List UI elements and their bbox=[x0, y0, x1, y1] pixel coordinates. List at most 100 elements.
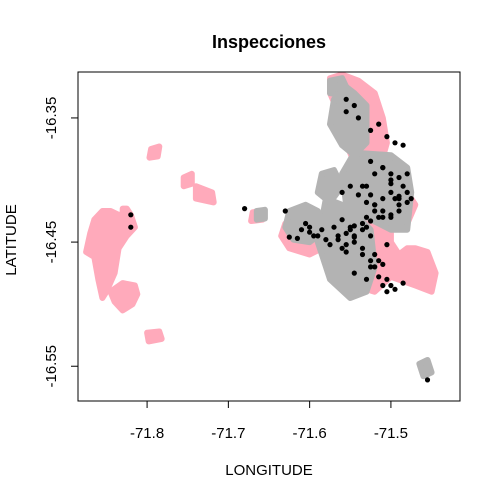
data-point bbox=[343, 249, 349, 255]
data-point bbox=[319, 227, 325, 233]
x-axis-label: LONGITUDE bbox=[225, 462, 313, 479]
data-point bbox=[343, 96, 349, 102]
data-point bbox=[363, 224, 370, 230]
data-point bbox=[380, 165, 386, 171]
data-point bbox=[384, 134, 390, 140]
x-tick-label: -71.6 bbox=[293, 425, 327, 442]
data-point bbox=[303, 220, 309, 227]
region-s1-7 bbox=[416, 357, 435, 380]
data-point bbox=[128, 212, 134, 218]
region-s1-1 bbox=[339, 149, 415, 233]
data-point bbox=[376, 258, 382, 264]
region-s0-5 bbox=[192, 183, 217, 206]
data-point bbox=[368, 127, 374, 133]
y-axis-label: LATITUDE bbox=[3, 204, 20, 275]
data-point bbox=[396, 202, 402, 208]
x-tick-label: -71.5 bbox=[374, 425, 408, 442]
data-point bbox=[282, 208, 288, 214]
plot-border bbox=[77, 71, 461, 402]
data-point bbox=[355, 115, 361, 121]
region-s1-0 bbox=[327, 83, 370, 159]
data-point bbox=[339, 189, 345, 195]
data-point bbox=[368, 233, 374, 239]
data-point bbox=[368, 264, 374, 270]
data-point bbox=[351, 102, 357, 109]
data-point bbox=[343, 230, 349, 236]
data-point bbox=[298, 227, 305, 233]
data-point bbox=[376, 121, 382, 127]
data-point bbox=[368, 192, 374, 198]
data-point bbox=[359, 251, 366, 258]
data-point bbox=[392, 140, 398, 146]
region-s0-0 bbox=[83, 205, 138, 301]
data-point bbox=[359, 220, 366, 227]
data-point bbox=[359, 245, 366, 251]
data-point bbox=[307, 229, 313, 235]
data-point bbox=[343, 109, 349, 115]
data-point bbox=[380, 208, 386, 214]
data-point bbox=[404, 199, 410, 205]
data-point bbox=[396, 208, 402, 214]
region-s1-5 bbox=[327, 75, 350, 99]
data-point bbox=[311, 233, 317, 239]
y-tick-label: -16.55 bbox=[43, 345, 60, 388]
data-point bbox=[388, 177, 394, 183]
region-s0-2 bbox=[144, 328, 165, 345]
data-point bbox=[355, 192, 361, 198]
data-point bbox=[339, 245, 345, 251]
data-point bbox=[384, 276, 390, 282]
data-point bbox=[359, 183, 366, 189]
plot-area bbox=[83, 71, 439, 383]
data-point bbox=[376, 214, 382, 220]
data-point bbox=[351, 270, 357, 276]
data-point bbox=[363, 183, 370, 189]
region-s1-6 bbox=[253, 206, 268, 223]
data-point bbox=[307, 224, 313, 230]
data-point bbox=[388, 181, 394, 187]
region-s1-4 bbox=[314, 167, 346, 206]
data-point bbox=[384, 289, 390, 295]
data-point bbox=[408, 196, 414, 202]
data-point bbox=[404, 171, 410, 177]
y-tick-label: -16.35 bbox=[43, 97, 60, 140]
data-point bbox=[380, 282, 386, 289]
data-point bbox=[424, 377, 431, 383]
data-point bbox=[359, 227, 366, 233]
region-s0-3 bbox=[146, 143, 163, 161]
data-point bbox=[400, 280, 406, 286]
data-point bbox=[388, 282, 394, 289]
inspection-points bbox=[128, 96, 431, 383]
data-point bbox=[363, 276, 370, 282]
x-tick-label: -71.8 bbox=[130, 425, 164, 442]
data-point bbox=[368, 258, 374, 264]
data-point bbox=[351, 233, 357, 239]
x-tick-label: -71.7 bbox=[211, 425, 245, 442]
data-point bbox=[335, 237, 341, 243]
data-point bbox=[376, 274, 382, 280]
data-point bbox=[339, 217, 345, 223]
data-point bbox=[392, 196, 398, 202]
data-point bbox=[363, 214, 370, 220]
data-point bbox=[363, 199, 370, 205]
data-point bbox=[380, 214, 386, 220]
data-point bbox=[396, 196, 402, 202]
data-point bbox=[372, 251, 378, 258]
data-point bbox=[368, 158, 374, 164]
density-regions bbox=[83, 71, 439, 380]
data-point bbox=[404, 189, 410, 195]
data-point bbox=[323, 237, 329, 243]
data-point bbox=[286, 234, 292, 240]
data-point bbox=[128, 224, 134, 230]
data-point bbox=[372, 208, 378, 214]
data-point bbox=[351, 223, 357, 229]
region-s0-1 bbox=[107, 280, 141, 314]
data-point bbox=[388, 214, 394, 220]
data-point bbox=[388, 189, 394, 195]
data-point bbox=[242, 206, 248, 212]
data-point bbox=[372, 264, 378, 270]
data-point bbox=[400, 142, 406, 148]
data-point bbox=[368, 218, 374, 224]
data-point bbox=[388, 171, 394, 177]
data-point bbox=[315, 233, 321, 239]
